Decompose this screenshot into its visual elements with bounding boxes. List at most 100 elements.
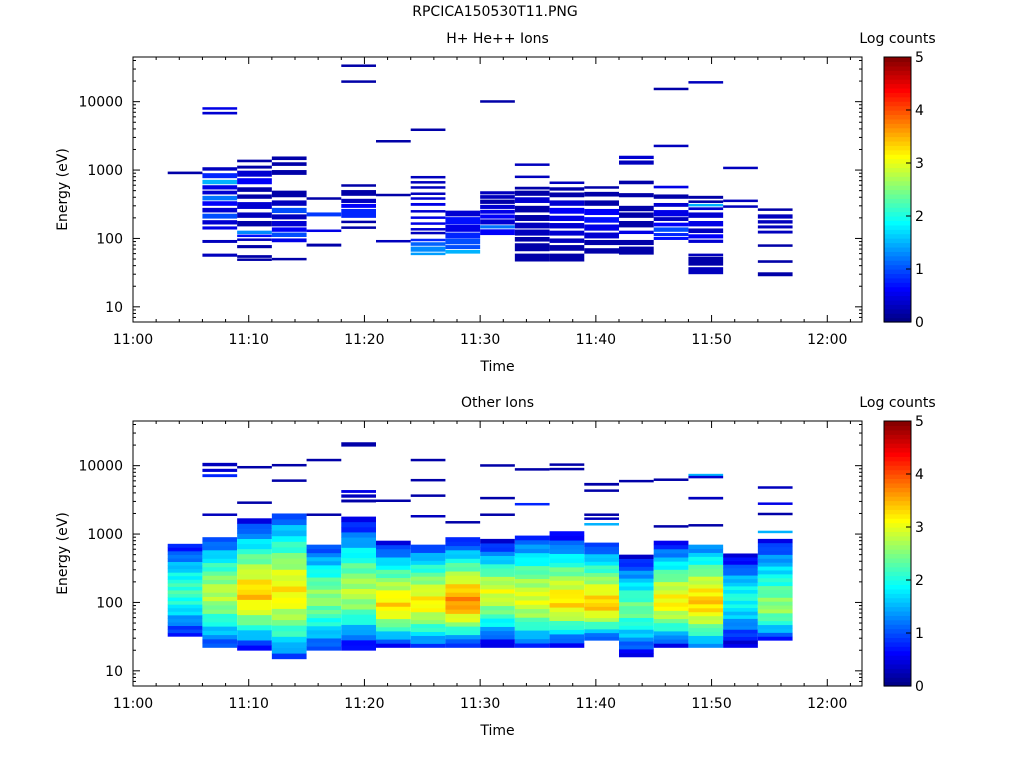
energy-bin: [619, 633, 654, 638]
energy-bin: [410, 599, 446, 605]
energy-bin: [549, 611, 585, 617]
energy-bin: [167, 171, 203, 175]
energy-bin: [549, 467, 585, 471]
colorbar-segment: [884, 154, 911, 160]
energy-bin: [376, 614, 411, 620]
energy-bin: [723, 604, 758, 609]
energy-bin: [410, 631, 446, 636]
colorbar-segment: [884, 460, 911, 466]
energy-bin: [306, 617, 342, 623]
figure-title: RPCICA150530T11.PNG: [412, 4, 578, 20]
axes-frame: [132, 56, 863, 323]
colorbar-tick-label: 5: [915, 50, 924, 66]
energy-bin: [480, 496, 515, 500]
energy-bin: [167, 629, 203, 634]
colorbar-segment: [884, 421, 911, 427]
energy-bin: [341, 645, 376, 651]
energy-bin: [306, 573, 342, 578]
energy-bin: [688, 256, 724, 266]
energy-bin: [237, 165, 272, 169]
energy-bin: [410, 246, 446, 252]
energy-bin: [514, 638, 550, 644]
energy-bin: [480, 630, 515, 636]
energy-bin: [757, 538, 793, 544]
energy-bin: [584, 621, 619, 626]
energy-bin: [271, 227, 307, 232]
energy-bin: [167, 607, 203, 612]
energy-bin: [271, 156, 307, 161]
colorbar-segment: [884, 553, 911, 559]
energy-bin: [445, 596, 481, 602]
energy-bin: [549, 634, 585, 639]
energy-bin: [410, 580, 446, 585]
energy-bin: [549, 540, 585, 546]
energy-bin: [410, 603, 446, 609]
energy-bin: [757, 546, 793, 551]
energy-bin: [619, 597, 654, 603]
colorbar: 0 1 2 3 4 5 Log counts: [859, 395, 935, 695]
energy-bin: [410, 192, 446, 195]
energy-bin: [514, 229, 550, 236]
energy-bin: [271, 602, 307, 609]
energy-bin: [445, 626, 481, 631]
energy-bin: [202, 588, 238, 593]
energy-bin: [167, 632, 203, 637]
energy-bin: [757, 554, 793, 559]
energy-bin: [757, 230, 793, 234]
energy-bin: [584, 632, 619, 637]
energy-bin: [584, 587, 619, 592]
energy-bin: [167, 590, 203, 595]
energy-bin: [341, 526, 376, 533]
energy-bin: [202, 179, 238, 185]
energy-bin: [653, 639, 689, 644]
energy-bin: [202, 558, 238, 564]
energy-bin: [584, 617, 619, 622]
energy-bin: [653, 614, 689, 620]
energy-bin: [549, 629, 585, 635]
energy-bin: [688, 592, 724, 597]
colorbar-segment: [884, 229, 911, 235]
energy-bin: [167, 554, 203, 559]
energy-bin: [237, 553, 272, 560]
colorbar-segment: [884, 140, 911, 146]
colorbar-segment: [884, 65, 911, 71]
x-tick-label: 11:20: [344, 696, 384, 712]
energy-bin: [653, 626, 689, 632]
colorbar-tick-label: 4: [915, 467, 924, 483]
energy-bin: [653, 217, 689, 221]
energy-bin: [584, 625, 619, 630]
energy-bin: [549, 598, 585, 604]
colorbar-segment: [884, 633, 911, 639]
energy-bin: [202, 605, 238, 610]
energy-bin: [653, 643, 689, 648]
energy-bin: [376, 585, 411, 591]
energy-bin: [410, 458, 446, 462]
energy-bin: [757, 486, 793, 489]
energy-bin: [237, 528, 272, 534]
colorbar-segment: [884, 313, 911, 319]
energy-bin: [653, 618, 689, 624]
colorbar-segment: [884, 207, 911, 213]
energy-bin: [653, 602, 689, 607]
energy-bin: [410, 560, 446, 565]
energy-bin: [410, 584, 446, 589]
energy-bin: [688, 228, 724, 234]
energy-bin: [376, 581, 411, 587]
energy-bin: [306, 621, 342, 627]
energy-bin: [757, 220, 793, 224]
energy-bin: [271, 642, 307, 649]
energy-bin: [410, 576, 446, 581]
colorbar-segment: [884, 233, 911, 239]
energy-bin: [167, 611, 203, 616]
energy-bin: [341, 639, 376, 646]
energy-bin: [757, 605, 793, 610]
energy-bin: [202, 562, 238, 568]
energy-bin: [410, 216, 446, 219]
energy-bin: [757, 616, 793, 622]
energy-bin: [688, 576, 724, 581]
colorbar-segment: [884, 246, 911, 252]
time-column: [653, 87, 689, 240]
energy-bin: [445, 554, 481, 559]
time-column: [376, 499, 411, 648]
colorbar-segment: [884, 136, 911, 142]
